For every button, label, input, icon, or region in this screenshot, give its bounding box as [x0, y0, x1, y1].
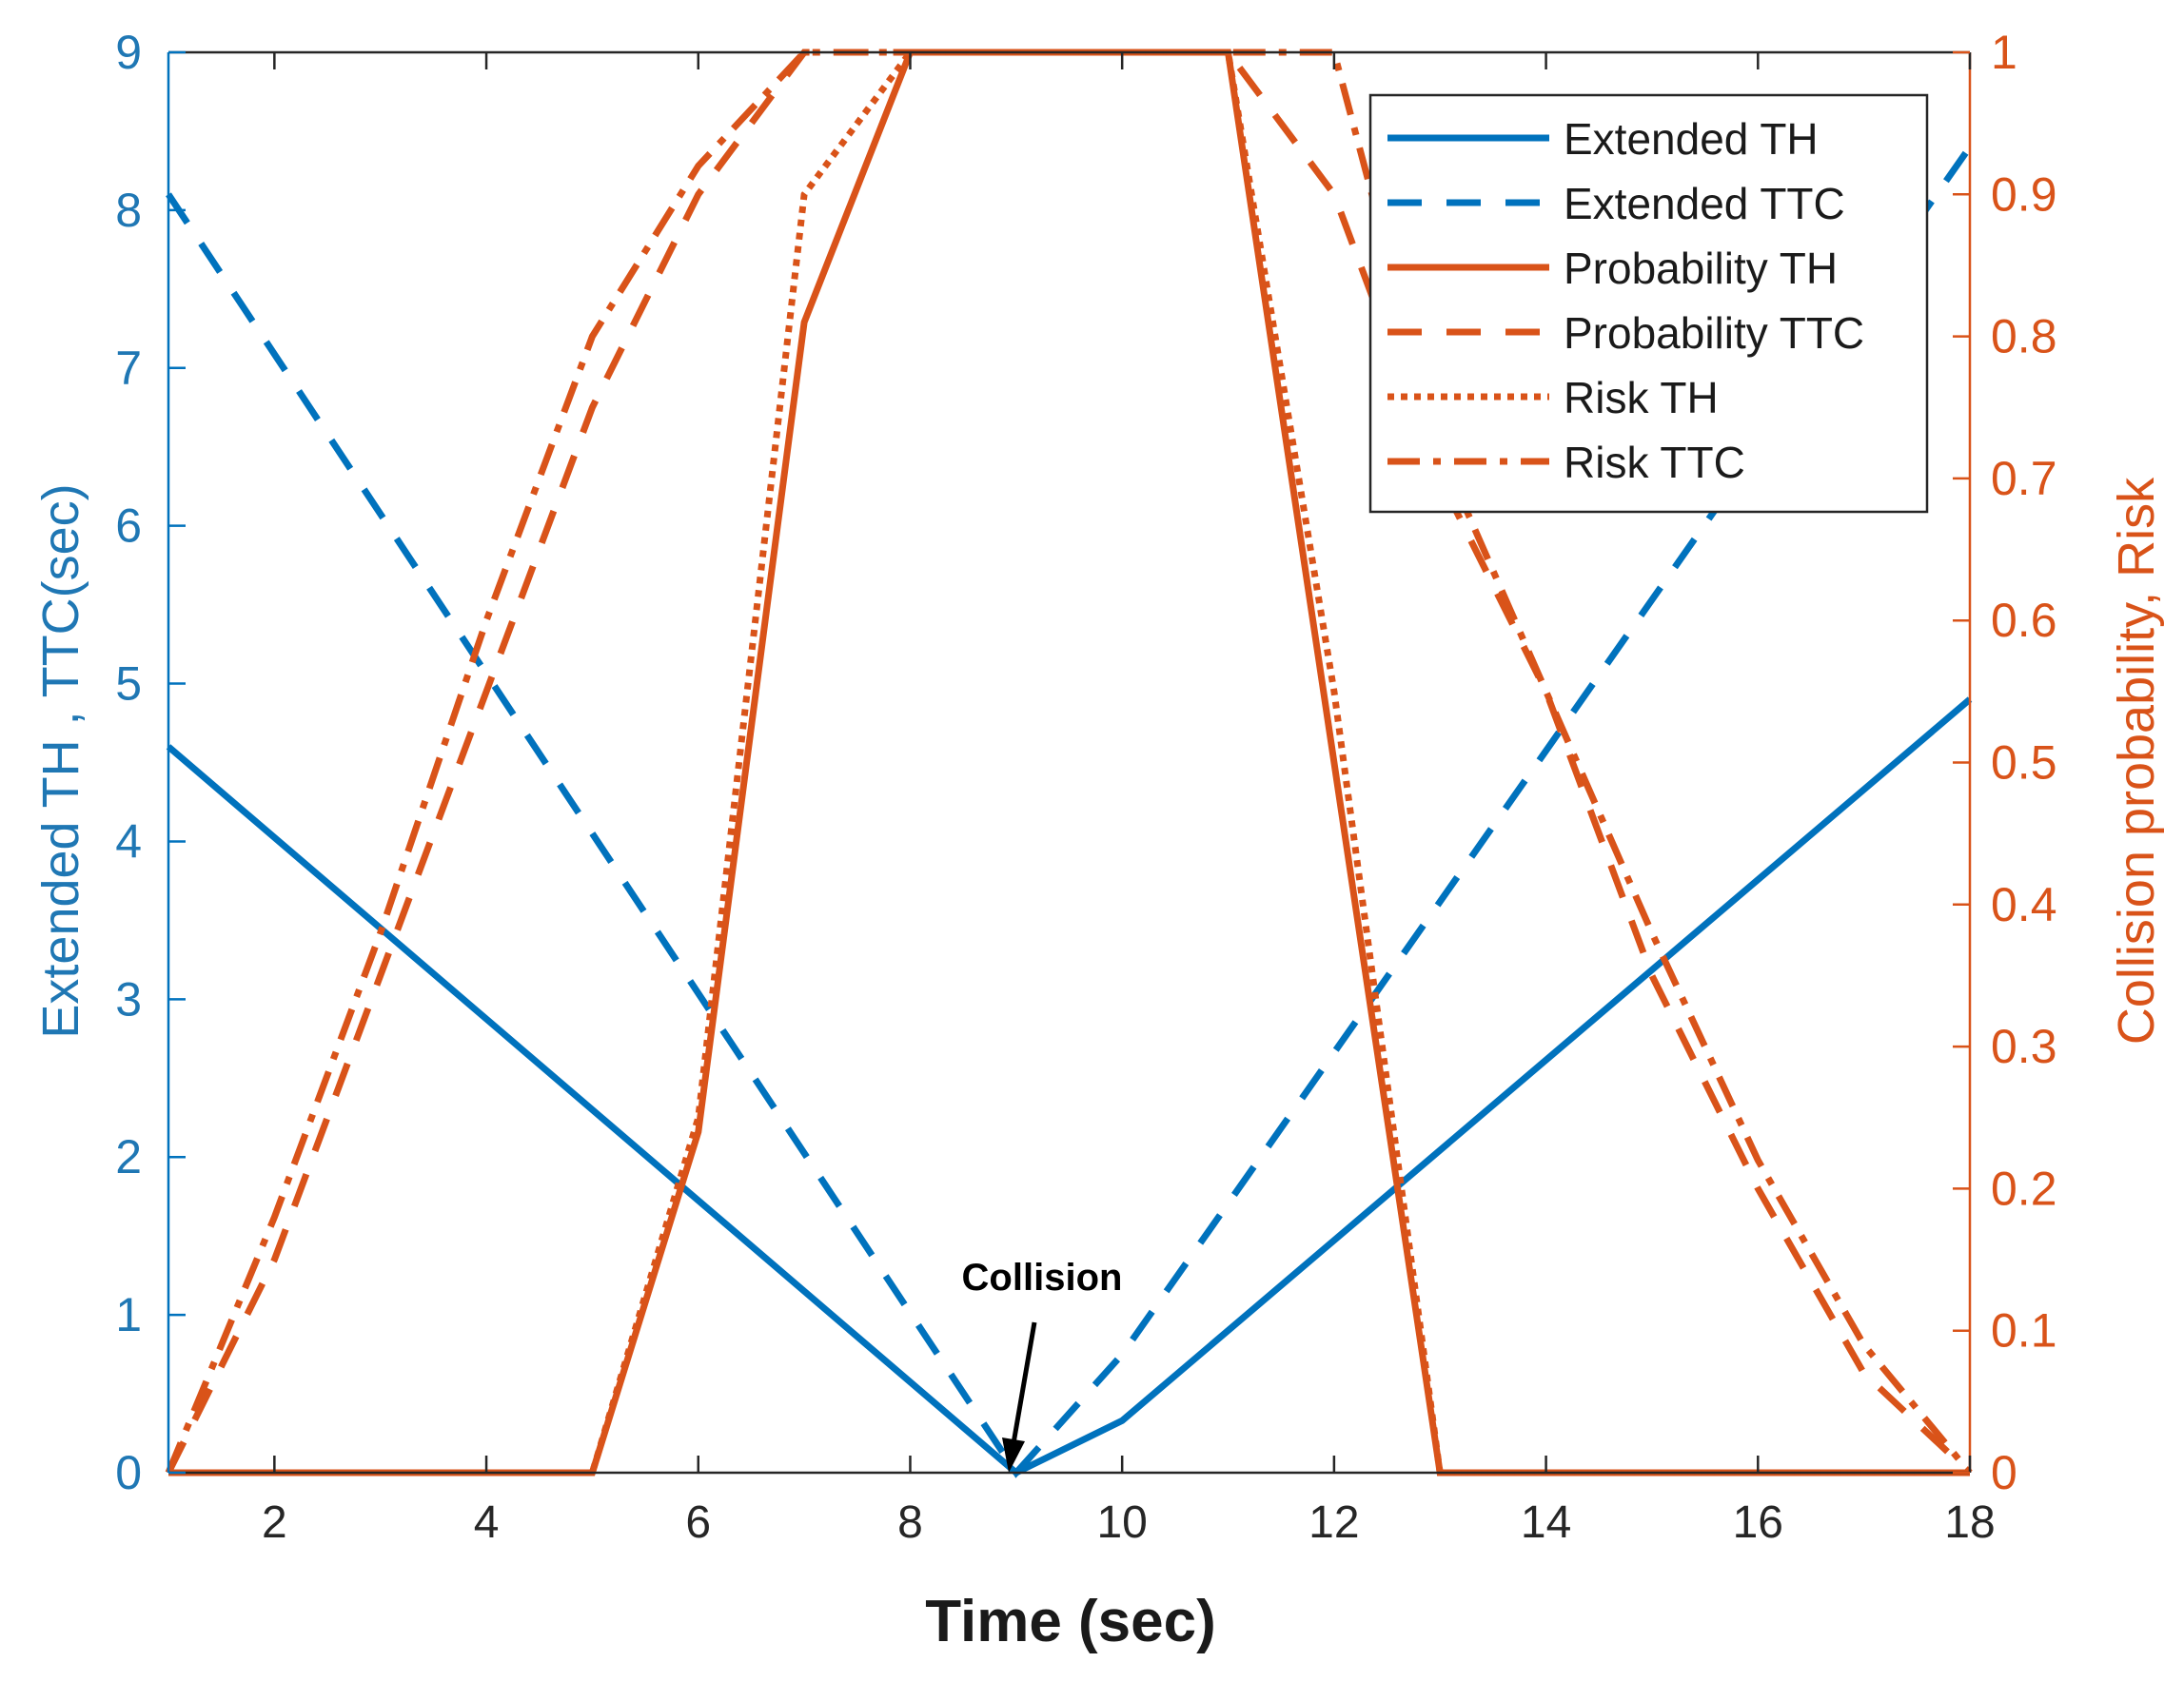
y-tick-label-left: 5: [115, 657, 142, 711]
y-tick-label-right: 0: [1991, 1446, 2017, 1499]
y-tick-label-right: 0.8: [1991, 310, 2057, 363]
x-tick-label: 18: [1944, 1497, 1995, 1548]
x-tick-label: 2: [262, 1497, 287, 1548]
y-tick-label-left: 1: [115, 1288, 142, 1341]
y-axis-label-left: Extended TH , TTC(sec): [32, 483, 89, 1038]
legend-label-extended-th: Extended TH: [1564, 114, 1819, 164]
collision-arrow-shaft: [1010, 1321, 1037, 1450]
legend-label-risk-th: Risk TH: [1564, 373, 1719, 422]
y-tick-label-right: 0.6: [1991, 594, 2057, 647]
x-tick-label: 16: [1733, 1497, 1783, 1548]
x-tick-label: 6: [685, 1497, 711, 1548]
y-tick-label-left: 9: [115, 26, 142, 79]
legend-label-probability-ttc: Probability TTC: [1564, 308, 1864, 358]
x-tick-label: 14: [1521, 1497, 1571, 1548]
y-tick-label-left: 4: [115, 814, 142, 868]
x-tick-label: 10: [1096, 1497, 1147, 1548]
series-line-extended-ttc: [166, 145, 1973, 1478]
y-tick-label-left: 0: [115, 1446, 142, 1499]
y-tick-label-left: 8: [115, 184, 142, 237]
legend: Extended TH Extended TTC Probability TH Pro…: [1368, 93, 1929, 514]
y-tick-label-right: 0.7: [1991, 452, 2057, 505]
x-axis-label: Time (sec): [925, 1589, 1216, 1654]
y-axis-label-right: Collision probability, Risk: [2108, 477, 2165, 1045]
x-tick-label: 12: [1308, 1497, 1359, 1548]
x-tick-label: 4: [474, 1497, 500, 1548]
y-tick-label-right: 0.1: [1991, 1304, 2057, 1358]
y-tick-label-right: 0.9: [1991, 167, 2057, 221]
y-tick-label-right: 0.4: [1991, 878, 2057, 931]
legend-label-extended-ttc: Extended TTC: [1564, 179, 1845, 228]
y-tick-label-right: 0.5: [1991, 736, 2057, 790]
legend-label-probability-th: Probability TH: [1564, 244, 1838, 293]
legend-box: [1368, 93, 1929, 514]
annotation-layer: Collision: [962, 1257, 1123, 1473]
y-tick-label-left: 2: [115, 1130, 142, 1183]
y-tick-label-left: 6: [115, 499, 142, 553]
x-tick-label: 8: [897, 1497, 923, 1548]
series-line-risk-th: [168, 49, 1970, 1477]
y-tick-label-right: 1: [1991, 26, 2017, 79]
y-tick-label-right: 0.2: [1991, 1162, 2057, 1215]
y-tick-label-right: 0.3: [1991, 1020, 2057, 1073]
y-tick-label-left: 7: [115, 342, 142, 395]
ticks-layer: 2 4 6 8 10 12 14 16 18012345678900.10.20.30.40.5…: [115, 26, 2056, 1548]
legend-label-risk-ttc: Risk TTC: [1564, 438, 1745, 487]
series-line-extended-th: [166, 696, 1973, 1477]
y-tick-label-left: 3: [115, 972, 142, 1026]
collision-arrow-head: [1002, 1438, 1025, 1473]
collision-annotation: Collision: [962, 1257, 1123, 1299]
series-line-risk-ttc: [165, 49, 1973, 1476]
